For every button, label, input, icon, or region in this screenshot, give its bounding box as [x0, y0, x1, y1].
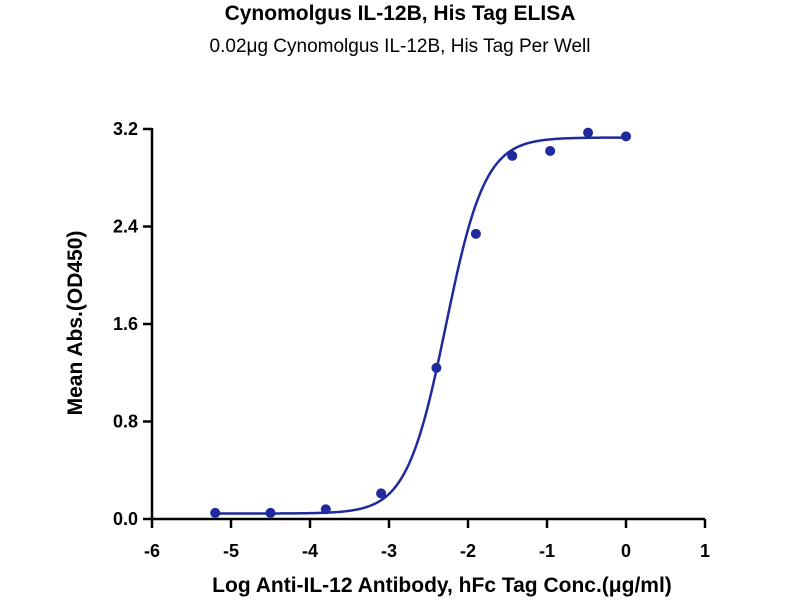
x-tick-label: -5: [223, 541, 239, 561]
x-tick-label: -4: [302, 541, 318, 561]
data-point: [545, 145, 556, 156]
axes: -6 -5 -4 -3 -2 -1 0 1 0.0 0.8 1.6 2.4 3.2: [113, 119, 710, 561]
y-tick-label: 1.6: [113, 314, 138, 334]
x-axis-label: Log Anti-IL-12 Antibody, hFc Tag Conc.(μ…: [212, 574, 672, 597]
fit-curve-layer: [215, 136, 626, 515]
data-point: [431, 362, 442, 373]
y-tick-label: 0.8: [113, 412, 138, 432]
data-point: [376, 488, 387, 499]
y-tick-label: 3.2: [113, 119, 138, 139]
x-tick-label: -2: [460, 541, 476, 561]
x-tick-label: 0: [621, 541, 631, 561]
data-point: [470, 228, 481, 239]
x-tick-label: -6: [144, 541, 160, 561]
data-point: [507, 150, 518, 161]
data-points-layer: [210, 127, 631, 518]
chart-subtitle: 0.02μg Cynomolgus IL-12B, His Tag Per We…: [209, 36, 591, 57]
chart-title: Cynomolgus IL-12B, His Tag ELISA: [224, 2, 576, 25]
y-axis-label: Mean Abs.(OD450): [64, 231, 87, 416]
x-tick-label: -1: [539, 541, 555, 561]
data-point: [583, 127, 594, 138]
y-tick-label: 0.0: [113, 509, 138, 529]
data-point: [210, 507, 221, 518]
data-point: [265, 507, 276, 518]
fit-curve: [215, 136, 626, 515]
x-tick-label: 1: [700, 541, 710, 561]
x-tick-label: -3: [381, 541, 397, 561]
y-tick-label: 2.4: [113, 217, 138, 237]
data-point: [320, 504, 331, 515]
data-point: [621, 131, 631, 142]
